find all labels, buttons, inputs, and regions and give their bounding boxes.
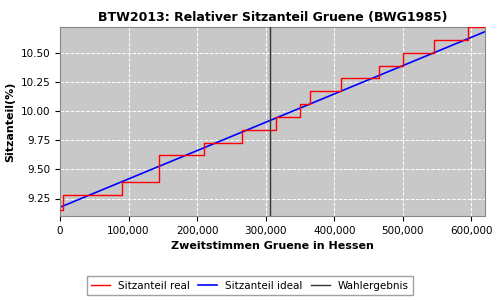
Sitzanteil real <box>465 25 471 29</box>
Sitzanteil real <box>307 102 313 106</box>
Sitzanteil real <box>475 25 481 29</box>
Sitzanteil real <box>201 154 207 157</box>
X-axis label: Zweitstimmen Gruene in Hessen: Zweitstimmen Gruene in Hessen <box>171 241 374 251</box>
Sitzanteil real <box>444 38 450 42</box>
Sitzanteil real <box>228 141 234 144</box>
Y-axis label: Sitzanteil(%): Sitzanteil(%) <box>5 81 15 162</box>
Line: Sitzanteil real: Sitzanteil real <box>60 27 485 210</box>
Sitzanteil real <box>482 25 488 29</box>
Sitzanteil real <box>273 128 279 131</box>
Title: BTW2013: Relativer Sitzanteil Gruene (BWG1985): BTW2013: Relativer Sitzanteil Gruene (BW… <box>98 11 448 24</box>
Sitzanteil real <box>57 208 63 212</box>
Legend: Sitzanteil real, Sitzanteil ideal, Wahlergebnis: Sitzanteil real, Sitzanteil ideal, Wahle… <box>86 277 413 295</box>
